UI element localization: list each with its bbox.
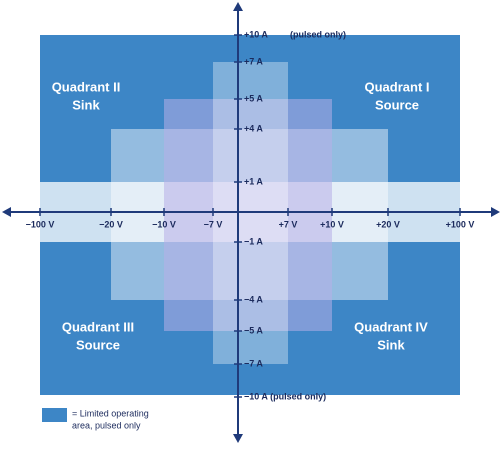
voltage-label: +7 V xyxy=(279,219,298,229)
voltage-label: +20 V xyxy=(376,219,400,229)
voltage-label: −100 V xyxy=(26,219,55,229)
quadrant-mode: Source xyxy=(76,337,120,352)
quadrant-name: Quadrant III xyxy=(62,319,134,334)
voltage-label: −10 V xyxy=(152,219,176,229)
current-label: +7 A xyxy=(244,56,263,66)
legend-swatch xyxy=(42,408,67,422)
current-label: −10 A (pulsed only) xyxy=(244,391,326,401)
voltage-label: −7 V xyxy=(204,219,223,229)
arrow xyxy=(2,207,11,217)
current-label: +5 A xyxy=(244,93,263,103)
quadrant-mode: Sink xyxy=(72,97,100,112)
quadrant-mode: Sink xyxy=(377,337,405,352)
arrow xyxy=(233,434,243,443)
current-label: (pulsed only) xyxy=(290,29,346,39)
current-label: −7 A xyxy=(244,358,263,368)
arrow xyxy=(491,207,500,217)
arrow xyxy=(233,2,243,11)
legend-text: area, pulsed only xyxy=(72,420,141,430)
current-label: −1 A xyxy=(244,236,263,246)
quadrant-mode: Source xyxy=(375,97,419,112)
current-label: −4 A xyxy=(244,294,263,304)
current-label: +4 A xyxy=(244,123,263,133)
voltage-label: −20 V xyxy=(99,219,123,229)
legend-text: = Limited operating xyxy=(72,408,149,418)
voltage-label: +10 V xyxy=(320,219,344,229)
current-label: +10 A xyxy=(244,29,268,39)
current-label: +1 A xyxy=(244,176,263,186)
quadrant-name: Quadrant I xyxy=(364,79,429,94)
current-label: −5 A xyxy=(244,325,263,335)
voltage-label: +100 V xyxy=(446,219,475,229)
quadrant-name: Quadrant IV xyxy=(354,319,428,334)
axes xyxy=(2,2,500,443)
quadrant-name: Quadrant II xyxy=(52,79,121,94)
region-5a xyxy=(164,99,332,331)
